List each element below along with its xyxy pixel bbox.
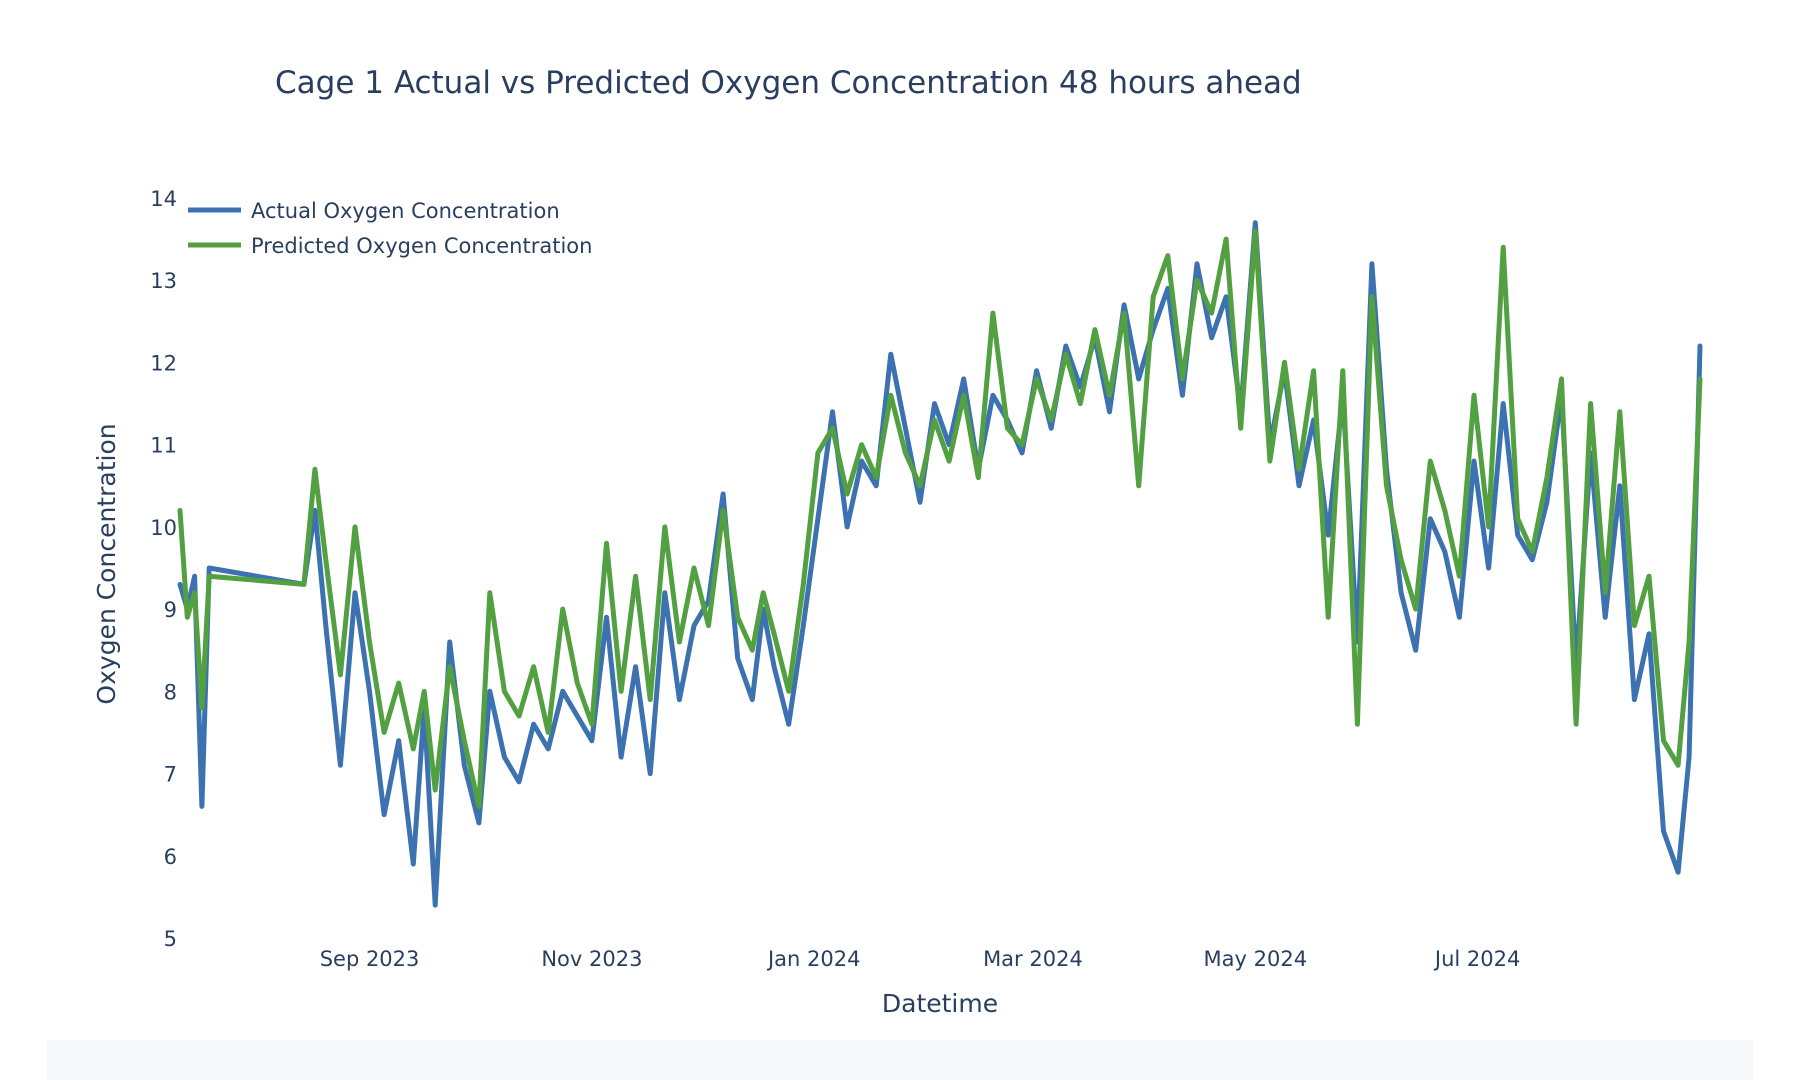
series-line-actual xyxy=(177,220,1703,908)
chart-title: Cage 1 Actual vs Predicted Oxygen Concen… xyxy=(275,65,1302,101)
x-tick-label: Sep 2023 xyxy=(320,947,420,971)
y-tick-label: 7 xyxy=(164,763,177,787)
legend: Actual Oxygen Concentration Predicted Ox… xyxy=(188,199,592,258)
x-tick-label: Nov 2023 xyxy=(541,947,642,971)
x-tick-label: Jan 2024 xyxy=(766,947,861,971)
y-tick-label: 6 xyxy=(164,845,177,869)
x-tick-label: Jul 2024 xyxy=(1433,947,1520,971)
y-axis-ticks: 5 6 7 8 9 10 11 12 13 14 xyxy=(150,187,177,951)
x-tick-label: May 2024 xyxy=(1204,947,1308,971)
y-tick-label: 14 xyxy=(150,187,177,211)
x-axis-ticks: Sep 2023 Nov 2023 Jan 2024 Mar 2024 May 2024… xyxy=(320,947,1521,971)
y-tick-label: 10 xyxy=(150,516,177,540)
legend-label-actual: Actual Oxygen Concentration xyxy=(251,199,560,223)
plot-area xyxy=(177,220,1703,908)
y-tick-label: 13 xyxy=(150,269,177,293)
x-axis-title: Datetime xyxy=(882,989,998,1018)
y-tick-label: 5 xyxy=(164,927,177,951)
legend-label-predicted: Predicted Oxygen Concentration xyxy=(251,234,592,258)
series-line-predicted xyxy=(177,228,1703,809)
y-axis-title: Oxygen Concentration xyxy=(92,423,121,704)
y-tick-label: 12 xyxy=(150,351,177,375)
y-tick-label: 9 xyxy=(164,598,177,622)
x-tick-label: Mar 2024 xyxy=(983,947,1083,971)
footer-band xyxy=(47,1040,1753,1080)
y-tick-label: 8 xyxy=(164,680,177,704)
y-tick-label: 11 xyxy=(150,434,177,458)
